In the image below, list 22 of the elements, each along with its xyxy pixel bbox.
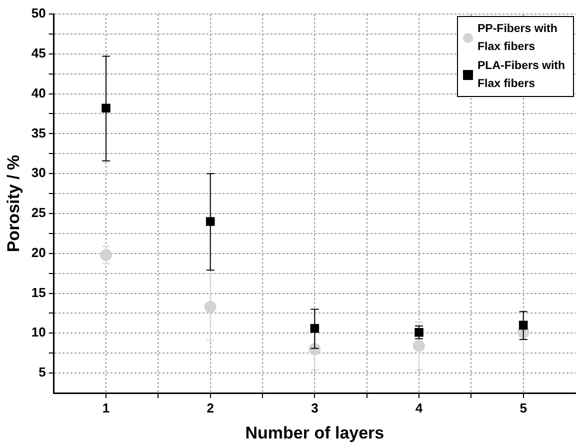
y-tick-label: 5	[38, 364, 46, 380]
y-axis-title: Porosity / %	[4, 154, 23, 252]
y-tick-label: 50	[31, 6, 46, 21]
y-tick-label: 30	[31, 165, 46, 180]
point	[100, 248, 112, 261]
x-axis-title: Number of layers	[245, 423, 384, 442]
legend-label: PLA-Fibers with Flax fibers	[478, 59, 566, 92]
y-tick-label: 45	[31, 45, 46, 60]
legend-label: PP-Fibers with Flax fibers	[478, 22, 558, 55]
y-tick-label: 35	[31, 125, 46, 140]
y-tick-label: 20	[31, 244, 46, 260]
x-tick-label: 4	[415, 400, 424, 416]
x-tick-label: 5	[520, 400, 527, 416]
y-tick-label: 15	[31, 284, 46, 300]
point	[204, 300, 216, 313]
y-tick-label: 25	[31, 205, 46, 220]
point	[413, 340, 426, 352]
x-tick-label: 3	[311, 400, 318, 416]
x-tick-label: 2	[206, 400, 214, 416]
y-tick-label: 40	[31, 85, 46, 100]
y-tick-label: 10	[31, 324, 46, 340]
x-tick-label: 1	[102, 400, 110, 416]
